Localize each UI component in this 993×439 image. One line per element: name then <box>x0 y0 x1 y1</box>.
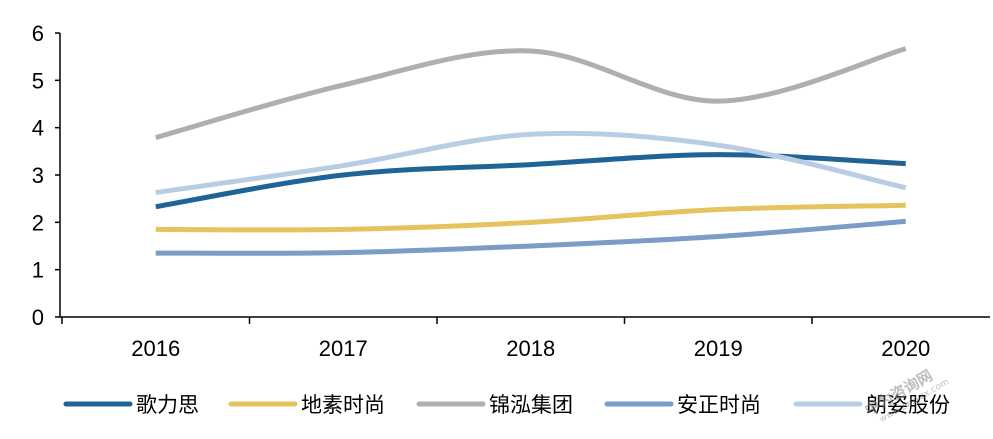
x-tick-label: 2020 <box>881 336 930 361</box>
y-tick-label: 4 <box>32 116 44 141</box>
series-line-3 <box>155 46 907 141</box>
legend-item: 安正时尚 <box>604 393 761 417</box>
legend: 歌力思 地素时尚 锦泓集团 安正时尚 朗姿股份 <box>63 393 950 417</box>
legend-item: 歌力思 <box>63 393 199 417</box>
legend-label: 安正时尚 <box>677 393 761 417</box>
x-tick-label: 2016 <box>131 336 180 361</box>
legend-item: 朗姿股份 <box>793 393 950 417</box>
legend-item: 锦泓集团 <box>416 393 573 417</box>
series-lines <box>155 46 907 256</box>
legend-item: 地素时尚 <box>228 393 385 417</box>
y-tick-label: 2 <box>32 210 44 235</box>
y-tick-label: 6 <box>32 21 44 46</box>
x-tick-label: 2019 <box>694 336 743 361</box>
series-line-4 <box>155 218 906 256</box>
tick-labels: 0 1 2 3 4 5 6 2016 2017 2018 2019 2020 <box>32 21 930 361</box>
x-tick-label: 2018 <box>506 336 555 361</box>
series-line-5 <box>155 130 907 195</box>
legend-label: 地素时尚 <box>301 393 385 417</box>
y-tick-label: 5 <box>32 68 44 93</box>
legend-label: 朗姿股份 <box>866 393 950 417</box>
x-tick-label: 2017 <box>319 336 368 361</box>
y-tick-label: 0 <box>32 305 44 330</box>
y-tick-label: 3 <box>32 163 44 188</box>
axes <box>55 32 990 324</box>
series-line-2 <box>155 202 906 233</box>
legend-label: 锦泓集团 <box>489 393 573 417</box>
legend-label: 歌力思 <box>136 393 199 417</box>
y-tick-label: 1 <box>32 258 44 283</box>
